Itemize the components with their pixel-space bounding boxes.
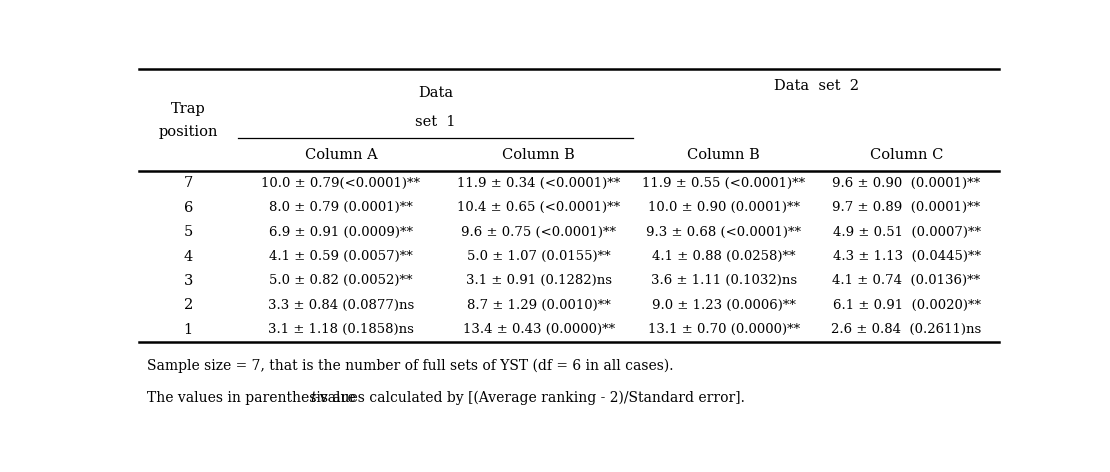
Text: 8.7 ± 1.29 (0.0010)**: 8.7 ± 1.29 (0.0010)** bbox=[467, 299, 610, 312]
Text: 3.1 ± 0.91 (0.1282)ns: 3.1 ± 0.91 (0.1282)ns bbox=[466, 274, 612, 287]
Text: -values calculated by [(Average ranking - 2)/Standard error].: -values calculated by [(Average ranking … bbox=[315, 390, 745, 405]
Text: 3: 3 bbox=[183, 274, 193, 288]
Text: 6.1 ± 0.91  (0.0020)**: 6.1 ± 0.91 (0.0020)** bbox=[832, 299, 980, 312]
Text: Column A: Column A bbox=[304, 148, 377, 162]
Text: 6: 6 bbox=[183, 201, 193, 215]
Text: Column B: Column B bbox=[687, 148, 760, 162]
Text: 4.3 ± 1.13  (0.0445)**: 4.3 ± 1.13 (0.0445)** bbox=[832, 250, 980, 263]
Text: 6.9 ± 0.91 (0.0009)**: 6.9 ± 0.91 (0.0009)** bbox=[269, 226, 413, 239]
Text: 10.0 ± 0.79(<0.0001)**: 10.0 ± 0.79(<0.0001)** bbox=[262, 177, 421, 190]
Text: 3.6 ± 1.11 (0.1032)ns: 3.6 ± 1.11 (0.1032)ns bbox=[650, 274, 797, 287]
Text: 5: 5 bbox=[183, 225, 193, 239]
Text: 11.9 ± 0.55 (<0.0001)**: 11.9 ± 0.55 (<0.0001)** bbox=[643, 177, 805, 190]
Text: Data  set  2: Data set 2 bbox=[774, 79, 859, 93]
Text: 9.0 ± 1.23 (0.0006)**: 9.0 ± 1.23 (0.0006)** bbox=[652, 299, 796, 312]
Text: 9.3 ± 0.68 (<0.0001)**: 9.3 ± 0.68 (<0.0001)** bbox=[646, 226, 801, 239]
Text: 5.0 ± 1.07 (0.0155)**: 5.0 ± 1.07 (0.0155)** bbox=[467, 250, 610, 263]
Text: 5.0 ± 0.82 (0.0052)**: 5.0 ± 0.82 (0.0052)** bbox=[269, 274, 413, 287]
Text: 10.4 ± 0.65 (<0.0001)**: 10.4 ± 0.65 (<0.0001)** bbox=[457, 201, 620, 214]
Text: 3.1 ± 1.18 (0.1858)ns: 3.1 ± 1.18 (0.1858)ns bbox=[268, 323, 414, 336]
Text: Column B: Column B bbox=[503, 148, 575, 162]
Text: 13.4 ± 0.43 (0.0000)**: 13.4 ± 0.43 (0.0000)** bbox=[463, 323, 615, 336]
Text: 10.0 ± 0.90 (0.0001)**: 10.0 ± 0.90 (0.0001)** bbox=[648, 201, 799, 214]
Text: 11.9 ± 0.34 (<0.0001)**: 11.9 ± 0.34 (<0.0001)** bbox=[457, 177, 620, 190]
Text: 8.0 ± 0.79 (0.0001)**: 8.0 ± 0.79 (0.0001)** bbox=[269, 201, 413, 214]
Text: Data: Data bbox=[418, 86, 453, 100]
Text: Column C: Column C bbox=[870, 148, 944, 162]
Text: 1: 1 bbox=[183, 323, 193, 337]
Text: 2: 2 bbox=[183, 298, 193, 312]
Text: 4: 4 bbox=[183, 250, 193, 263]
Text: Sample size = 7, that is the number of full sets of YST (df = 6 in all cases).: Sample size = 7, that is the number of f… bbox=[148, 359, 674, 373]
Text: set  1: set 1 bbox=[415, 115, 456, 129]
Text: 7: 7 bbox=[183, 177, 193, 190]
Text: 2.6 ± 0.84  (0.2611)ns: 2.6 ± 0.84 (0.2611)ns bbox=[831, 323, 981, 336]
Text: 4.1 ± 0.74  (0.0136)**: 4.1 ± 0.74 (0.0136)** bbox=[832, 274, 980, 287]
Text: 9.6 ± 0.75 (<0.0001)**: 9.6 ± 0.75 (<0.0001)** bbox=[462, 226, 616, 239]
Text: The values in parenthesis are: The values in parenthesis are bbox=[148, 390, 361, 405]
Text: 4.9 ± 0.51  (0.0007)**: 4.9 ± 0.51 (0.0007)** bbox=[832, 226, 980, 239]
Text: Trap
position: Trap position bbox=[159, 102, 218, 139]
Text: t: t bbox=[310, 390, 315, 405]
Text: 3.3 ± 0.84 (0.0877)ns: 3.3 ± 0.84 (0.0877)ns bbox=[268, 299, 414, 312]
Text: 4.1 ± 0.88 (0.0258)**: 4.1 ± 0.88 (0.0258)** bbox=[652, 250, 796, 263]
Text: 4.1 ± 0.59 (0.0057)**: 4.1 ± 0.59 (0.0057)** bbox=[269, 250, 413, 263]
Text: 9.7 ± 0.89  (0.0001)**: 9.7 ± 0.89 (0.0001)** bbox=[832, 201, 980, 214]
Text: 9.6 ± 0.90  (0.0001)**: 9.6 ± 0.90 (0.0001)** bbox=[832, 177, 980, 190]
Text: 13.1 ± 0.70 (0.0000)**: 13.1 ± 0.70 (0.0000)** bbox=[647, 323, 800, 336]
